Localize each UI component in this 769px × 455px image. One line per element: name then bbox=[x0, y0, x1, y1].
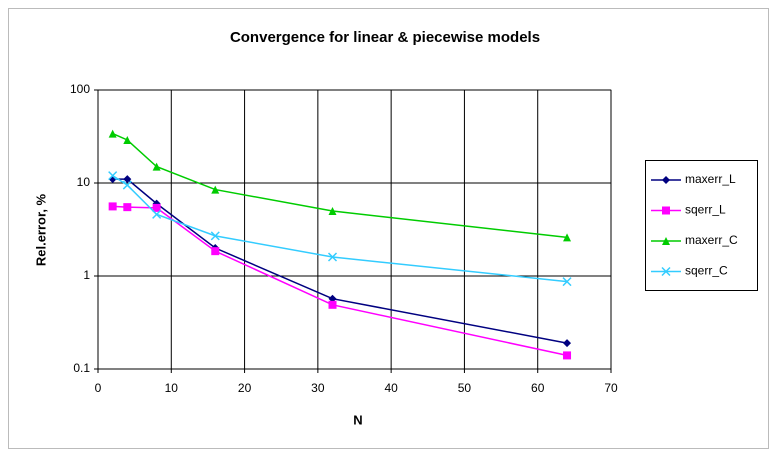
legend-marker bbox=[661, 266, 671, 277]
data-point bbox=[327, 252, 338, 262]
legend-marker bbox=[662, 237, 670, 245]
y-tick-label: 1 bbox=[83, 268, 90, 282]
data-point bbox=[210, 231, 220, 241]
x-tick-label: 50 bbox=[458, 381, 472, 395]
data-point bbox=[152, 162, 161, 171]
legend-marker bbox=[662, 206, 670, 215]
x-tick-label: 70 bbox=[604, 381, 618, 395]
y-tick-label: 0.1 bbox=[73, 361, 90, 375]
y-axis-label: Rel.error, % bbox=[33, 193, 48, 266]
data-point bbox=[152, 209, 162, 219]
data-point bbox=[563, 339, 572, 348]
data-point bbox=[211, 247, 220, 256]
data-point bbox=[123, 135, 132, 144]
data-point bbox=[152, 203, 161, 212]
x-tick-label: 40 bbox=[384, 381, 398, 395]
x-tick-label: 20 bbox=[238, 381, 252, 395]
data-point bbox=[123, 175, 132, 184]
data-point bbox=[328, 206, 337, 215]
data-point bbox=[108, 171, 118, 181]
data-point bbox=[108, 129, 117, 138]
data-point bbox=[108, 202, 117, 211]
data-point bbox=[211, 185, 220, 194]
x-tick-label: 30 bbox=[311, 381, 325, 395]
x-tick-label: 0 bbox=[95, 381, 102, 395]
legend-label: sqerr_C bbox=[685, 264, 728, 278]
legend-label: maxerr_L bbox=[685, 172, 736, 186]
legend-label: maxerr_C bbox=[685, 233, 738, 247]
data-point bbox=[328, 294, 337, 303]
data-point bbox=[562, 277, 572, 287]
x-axis-label: N bbox=[353, 412, 362, 427]
y-tick-label: 10 bbox=[77, 175, 91, 189]
data-point bbox=[123, 203, 132, 212]
data-point bbox=[122, 180, 132, 190]
x-tick-label: 60 bbox=[531, 381, 545, 395]
data-point bbox=[328, 300, 337, 309]
y-tick-label: 100 bbox=[70, 82, 90, 96]
legend-marker bbox=[662, 176, 670, 184]
plot-area bbox=[97, 89, 612, 370]
chart-title: Convergence for linear & piecewise model… bbox=[230, 29, 540, 46]
data-point bbox=[563, 233, 572, 242]
legend-label: sqerr_L bbox=[685, 203, 726, 217]
data-point bbox=[563, 351, 572, 360]
x-tick-label: 10 bbox=[165, 381, 179, 395]
series-line bbox=[112, 132, 568, 239]
